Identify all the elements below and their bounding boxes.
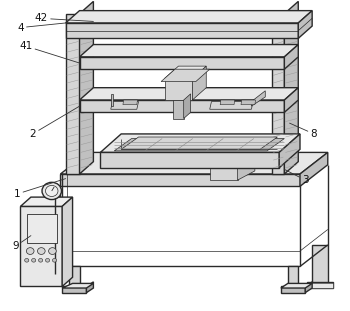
Polygon shape	[241, 100, 256, 104]
Text: 41: 41	[19, 41, 79, 63]
Polygon shape	[272, 14, 284, 174]
Circle shape	[46, 258, 50, 262]
Text: 2: 2	[29, 106, 79, 139]
Polygon shape	[100, 134, 300, 152]
Polygon shape	[238, 159, 255, 180]
Circle shape	[52, 258, 57, 262]
Polygon shape	[210, 102, 253, 109]
Polygon shape	[61, 174, 300, 186]
Polygon shape	[21, 197, 72, 207]
Polygon shape	[62, 286, 86, 293]
Polygon shape	[111, 94, 112, 106]
Polygon shape	[305, 283, 333, 288]
Text: 4: 4	[17, 23, 66, 33]
Polygon shape	[114, 138, 284, 151]
Polygon shape	[284, 44, 298, 69]
Circle shape	[25, 258, 29, 262]
Polygon shape	[220, 100, 235, 104]
Polygon shape	[66, 23, 298, 38]
Polygon shape	[79, 57, 284, 69]
Circle shape	[42, 182, 62, 200]
Polygon shape	[284, 88, 298, 112]
Polygon shape	[312, 245, 328, 283]
Polygon shape	[61, 152, 328, 174]
Polygon shape	[79, 100, 284, 112]
Polygon shape	[305, 282, 312, 293]
Circle shape	[38, 258, 43, 262]
Text: 1: 1	[14, 179, 66, 199]
Bar	[27, 214, 57, 243]
Polygon shape	[307, 282, 333, 288]
Polygon shape	[79, 44, 298, 57]
Polygon shape	[279, 134, 300, 168]
Text: 9: 9	[12, 236, 31, 251]
Polygon shape	[251, 91, 265, 106]
Circle shape	[49, 248, 56, 254]
Polygon shape	[21, 207, 62, 286]
Polygon shape	[210, 159, 255, 168]
Polygon shape	[193, 66, 206, 100]
Polygon shape	[298, 11, 312, 38]
Circle shape	[32, 258, 36, 262]
Polygon shape	[161, 69, 210, 81]
Polygon shape	[66, 14, 79, 174]
Circle shape	[46, 185, 58, 197]
Polygon shape	[62, 197, 72, 286]
Polygon shape	[300, 152, 328, 186]
Circle shape	[26, 248, 34, 254]
Text: 3: 3	[284, 169, 308, 185]
Polygon shape	[281, 283, 312, 288]
Polygon shape	[288, 267, 298, 288]
Polygon shape	[62, 283, 93, 288]
Polygon shape	[121, 137, 278, 149]
Polygon shape	[164, 78, 193, 100]
Text: 42: 42	[35, 13, 93, 23]
Polygon shape	[111, 102, 139, 109]
Polygon shape	[86, 282, 93, 293]
Polygon shape	[184, 94, 191, 118]
Polygon shape	[284, 1, 298, 174]
Polygon shape	[100, 152, 279, 168]
Polygon shape	[210, 168, 238, 180]
Polygon shape	[79, 1, 93, 174]
Circle shape	[37, 248, 45, 254]
Polygon shape	[79, 88, 298, 100]
Polygon shape	[66, 11, 312, 23]
Polygon shape	[123, 100, 138, 104]
Polygon shape	[281, 286, 305, 293]
Polygon shape	[164, 66, 206, 78]
Text: 8: 8	[289, 123, 317, 139]
Polygon shape	[69, 267, 79, 288]
Polygon shape	[173, 100, 184, 118]
